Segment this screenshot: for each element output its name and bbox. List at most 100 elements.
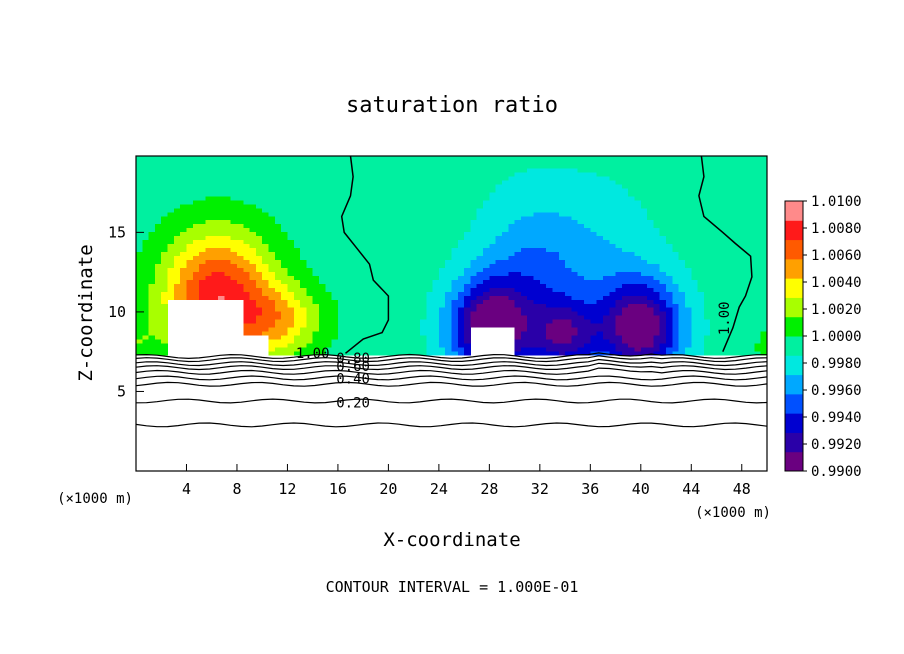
field-cell (520, 315, 528, 320)
field-cell (426, 207, 434, 213)
field-cell (438, 227, 446, 233)
field-cell (356, 223, 364, 229)
field-cell (331, 156, 339, 161)
field-cell (464, 342, 472, 348)
field-cell (470, 159, 478, 165)
field-cell (640, 307, 648, 312)
field-cell (426, 159, 434, 165)
field-cell (274, 199, 282, 205)
field-cell (558, 199, 566, 205)
field-cell (293, 167, 301, 173)
field-cell (577, 291, 585, 296)
field-cell (224, 259, 232, 264)
field-cell (407, 307, 415, 312)
field-cell (218, 159, 225, 165)
field-cell (413, 171, 421, 177)
field-cell (205, 283, 213, 288)
field-cell (180, 179, 188, 185)
field-cell (748, 295, 755, 300)
field-cell (558, 267, 566, 272)
field-cell (325, 323, 333, 328)
field-cell (647, 231, 655, 237)
field-cell (243, 311, 251, 316)
field-cell (331, 171, 339, 177)
field-cell (451, 327, 459, 332)
field-cell (760, 167, 768, 173)
field-cell (375, 235, 383, 241)
field-cell (426, 263, 434, 268)
field-cell (640, 334, 648, 340)
field-cell (659, 163, 667, 169)
field-cell (382, 271, 389, 276)
field-cell (413, 331, 421, 336)
field-cell (161, 259, 169, 264)
field-cell (514, 283, 522, 288)
field-cell (337, 315, 345, 320)
field-cell (476, 323, 484, 328)
field-cell (293, 275, 301, 280)
field-cell (539, 267, 547, 272)
field-cell (356, 247, 364, 253)
field-cell (306, 279, 314, 284)
field-cell (154, 231, 162, 237)
field-cell (476, 287, 484, 292)
field-cell (697, 231, 705, 237)
field-cell (274, 239, 282, 245)
field-cell (407, 283, 415, 288)
field-cell (722, 259, 730, 264)
field-cell (249, 291, 257, 296)
field-cell (142, 187, 150, 193)
field-cell (590, 307, 598, 312)
field-cell (464, 159, 472, 165)
field-cell (230, 287, 238, 292)
field-cell (552, 195, 560, 201)
field-cell (331, 327, 339, 332)
field-cell (741, 319, 749, 324)
field-cell (647, 219, 655, 225)
field-cell (192, 267, 200, 272)
field-cell (382, 299, 389, 304)
field-cell (394, 235, 402, 241)
field-cell (634, 215, 642, 221)
field-cell (590, 231, 598, 237)
field-cell (306, 327, 314, 332)
field-cell (590, 263, 598, 268)
field-cell (722, 279, 730, 284)
field-cell (716, 291, 724, 296)
field-cell (527, 323, 535, 328)
field-cell (640, 163, 648, 169)
field-cell (483, 287, 490, 292)
field-cell (628, 315, 636, 320)
field-cell (300, 203, 307, 209)
field-cell (609, 183, 617, 189)
field-cell (388, 219, 396, 225)
field-cell (508, 267, 516, 272)
field-cell (647, 243, 655, 249)
field-cell (602, 267, 610, 272)
field-cell (344, 239, 352, 245)
field-cell (451, 167, 459, 173)
field-cell (300, 259, 307, 264)
field-cell (464, 223, 472, 229)
field-cell (293, 319, 301, 324)
field-cell (571, 223, 579, 229)
field-cell (672, 183, 680, 189)
field-cell (558, 279, 566, 284)
field-cell (243, 303, 251, 308)
field-cell (457, 255, 465, 261)
field-cell (539, 275, 547, 280)
field-cell (451, 187, 459, 193)
field-cell (401, 247, 408, 253)
field-cell (413, 307, 421, 312)
field-cell (401, 319, 408, 324)
field-cell (236, 171, 244, 177)
field-cell (293, 346, 301, 352)
field-cell (173, 235, 181, 241)
field-cell (659, 159, 667, 165)
field-cell (495, 259, 503, 264)
field-cell (255, 279, 263, 284)
field-cell (199, 223, 207, 229)
field-cell (407, 315, 415, 320)
field-cell (300, 275, 307, 280)
field-cell (520, 179, 528, 185)
